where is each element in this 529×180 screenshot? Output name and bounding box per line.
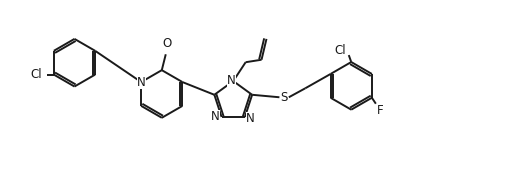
- Text: N: N: [211, 111, 220, 123]
- Text: F: F: [377, 104, 384, 117]
- Text: N: N: [137, 76, 145, 89]
- Text: N: N: [227, 74, 235, 87]
- Text: S: S: [281, 91, 288, 104]
- Text: Cl: Cl: [30, 68, 42, 81]
- Text: N: N: [246, 112, 254, 125]
- Text: Cl: Cl: [335, 44, 346, 57]
- Text: O: O: [162, 37, 171, 50]
